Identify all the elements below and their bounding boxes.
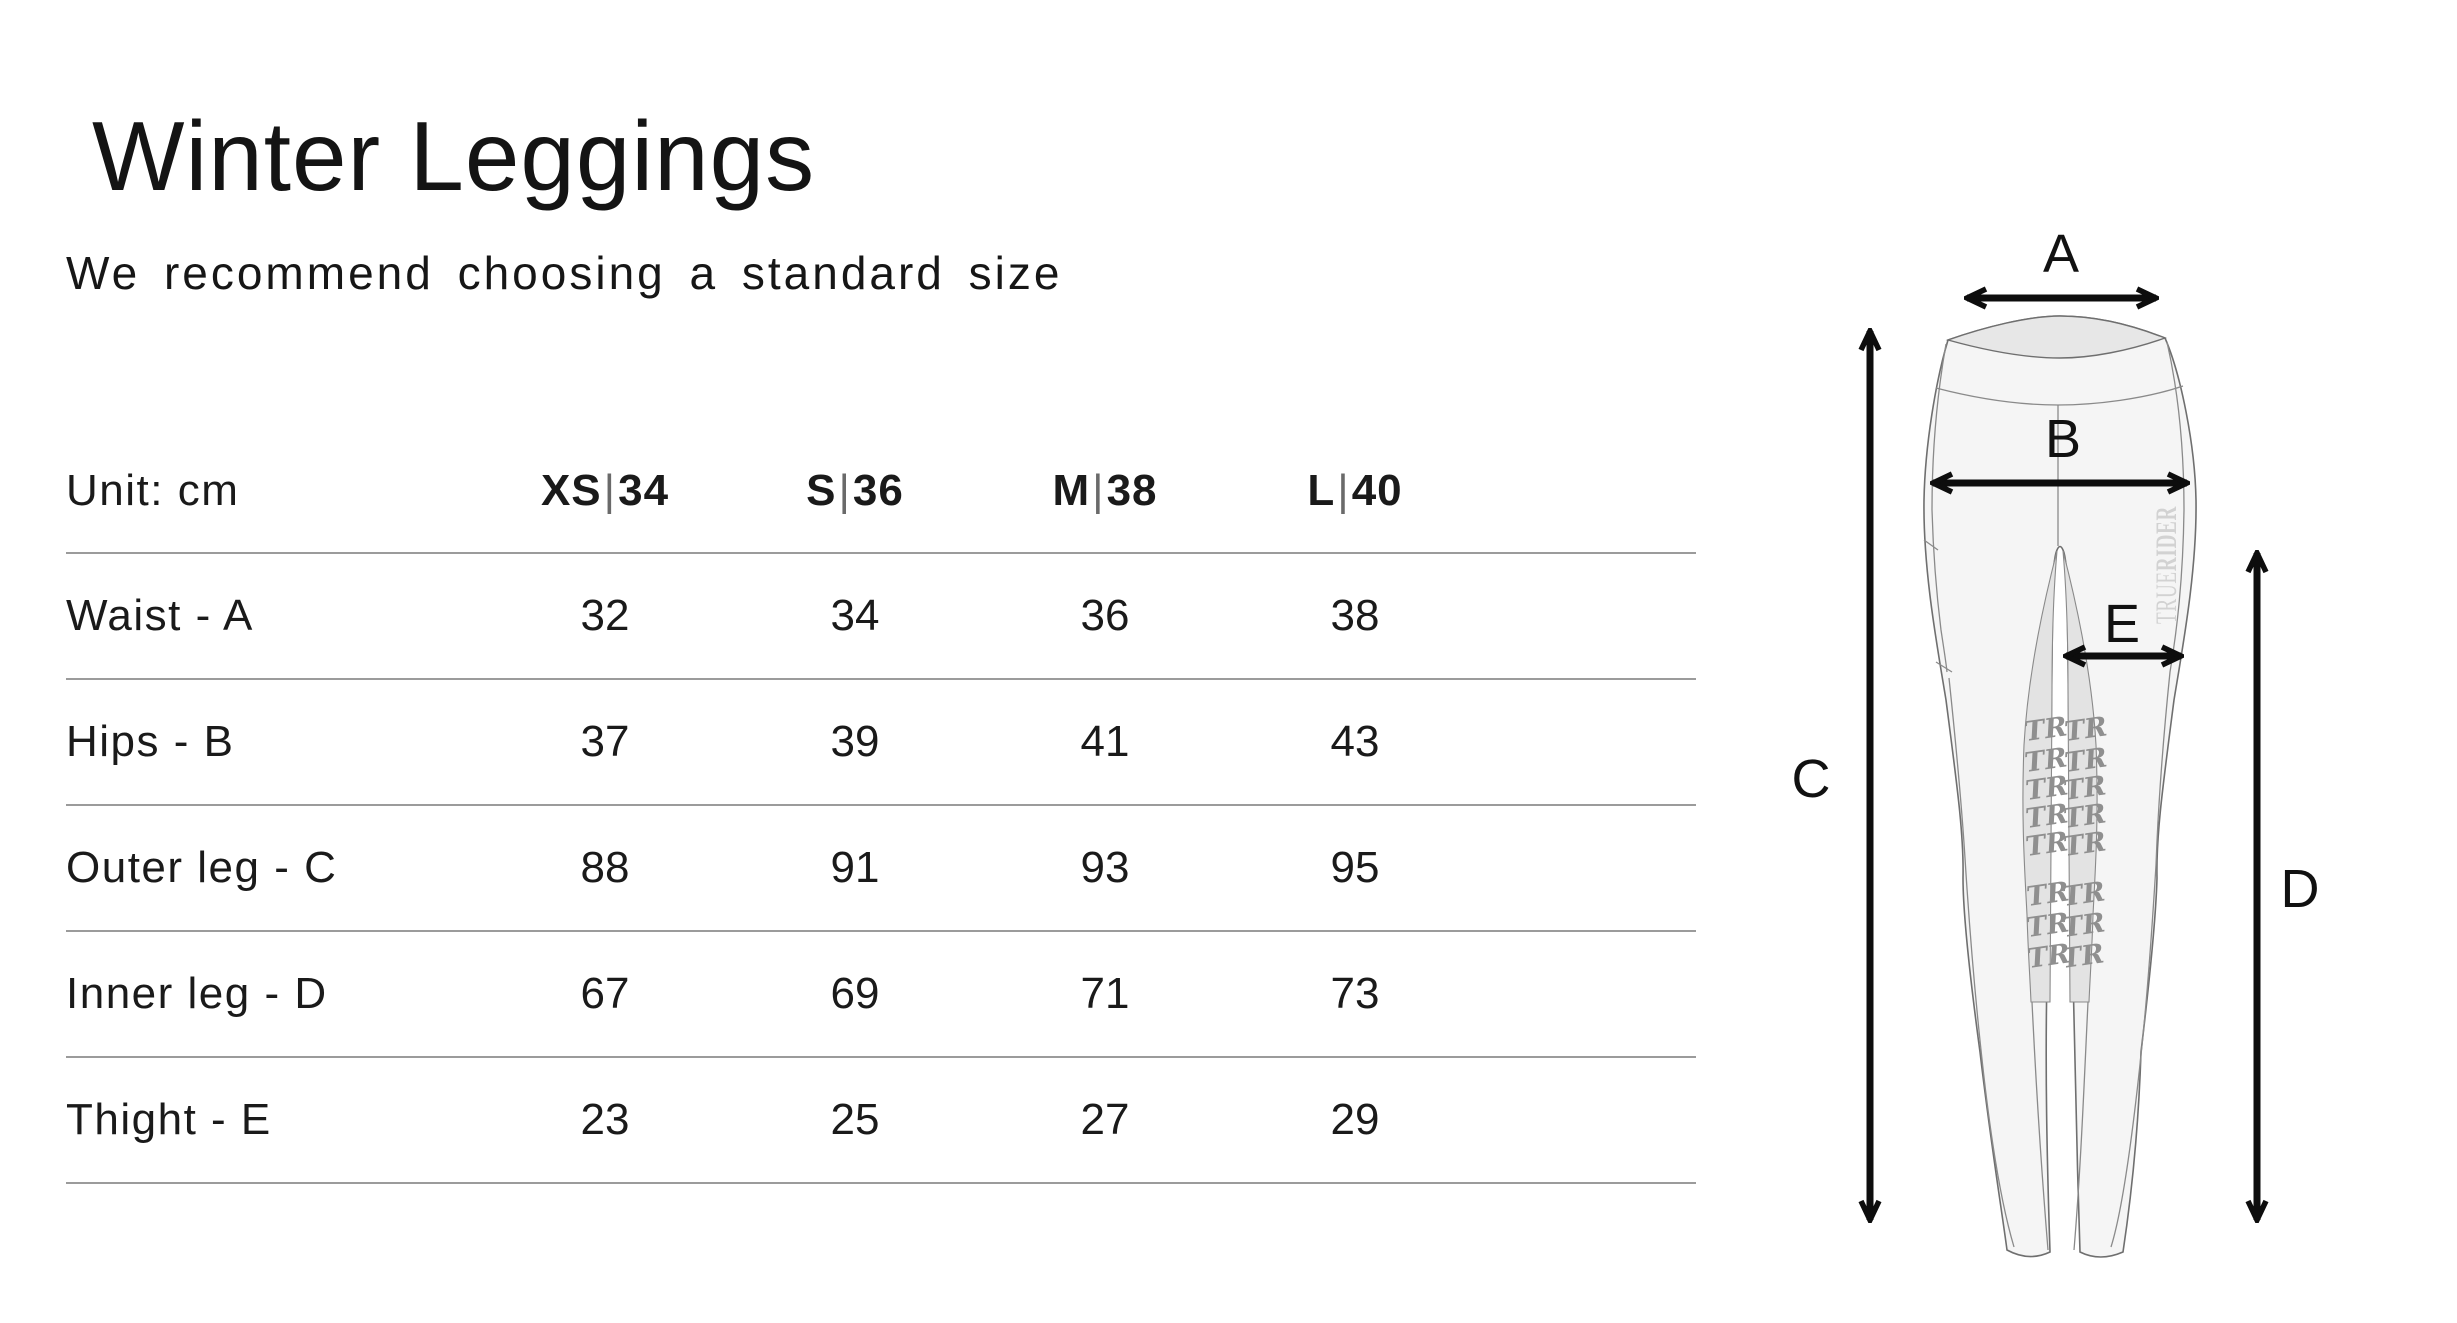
cell-hips-xs: 37	[580, 717, 630, 766]
tr-logo: TR	[2025, 907, 2071, 944]
left-side-seam	[1931, 343, 1948, 673]
cell-thigh-m: 27	[1080, 1095, 1130, 1144]
tr-logo: TR	[2024, 826, 2070, 863]
unit-label: Unit: cm	[66, 466, 240, 515]
tr-logo: TR	[2024, 798, 2070, 835]
dimension-arrow-e: E	[2066, 594, 2181, 656]
cell-waist-l: 38	[1330, 591, 1380, 640]
cell-thigh-xs: 23	[580, 1095, 630, 1144]
tr-logo: TR	[2023, 742, 2069, 779]
pocket-notch-top	[1923, 539, 1939, 551]
table-row-inner-leg: Inner leg - D 67 69 71 73	[66, 932, 1696, 1058]
tr-logo: TR	[2024, 770, 2070, 807]
row-label: Outer leg - C	[66, 843, 338, 892]
cell-outerleg-l: 95	[1330, 843, 1380, 892]
label-e: E	[2104, 594, 2140, 654]
cell-innerleg-s: 69	[830, 969, 880, 1018]
left-inner-seam	[2031, 1001, 2049, 1251]
cell-outerleg-xs: 88	[580, 843, 630, 892]
cell-waist-m: 36	[1080, 591, 1130, 640]
dimension-arrow-a: A	[1967, 224, 2156, 298]
cell-waist-xs: 32	[580, 591, 630, 640]
left-leg-seam	[1948, 677, 2015, 1248]
cell-outerleg-m: 93	[1080, 843, 1130, 892]
page-title: Winter Leggings	[92, 101, 816, 211]
tr-logo: TR	[2061, 907, 2107, 944]
right-inner-seam	[2073, 1001, 2089, 1251]
tr-logo: TR	[2062, 798, 2108, 835]
dimension-arrow-b: B	[1933, 409, 2187, 483]
cell-thigh-l: 29	[1330, 1095, 1380, 1144]
row-label: Waist - A	[66, 591, 254, 640]
page-subtitle: We recommend choosing a standard size	[66, 247, 1063, 299]
left-grip-panel	[2022, 550, 2058, 1003]
size-table: Unit: cm XS|34 S|36 M|38 L|40 Waist - A …	[66, 430, 1696, 1184]
table-row-hips: Hips - B 37 39 41 43	[66, 680, 1696, 806]
column-header-xs34: XS|34	[540, 466, 670, 515]
tr-logo: TR	[2026, 938, 2072, 975]
cell-innerleg-m: 71	[1080, 969, 1130, 1018]
label-b: B	[2045, 409, 2081, 469]
dimension-arrow-c: C	[1792, 331, 1871, 1220]
brand-watermark: TRUERIDER	[2150, 506, 2183, 624]
tr-logo: TR	[2025, 876, 2071, 913]
cell-outerleg-s: 91	[830, 843, 880, 892]
row-label: Thight - E	[66, 1095, 272, 1144]
label-d: D	[2281, 859, 2320, 919]
table-header-row: Unit: cm XS|34 S|36 M|38 L|40	[66, 430, 1696, 554]
cell-hips-l: 43	[1330, 717, 1380, 766]
table-row-thigh: Thight - E 23 25 27 29	[66, 1058, 1696, 1184]
column-header-m38: M|38	[1052, 466, 1158, 515]
cell-innerleg-l: 73	[1330, 969, 1380, 1018]
tr-logo: TR	[2062, 770, 2108, 807]
label-c: C	[1792, 749, 1831, 809]
cell-thigh-s: 25	[830, 1095, 880, 1144]
cell-innerleg-xs: 67	[580, 969, 630, 1018]
tr-logo: TR	[2061, 876, 2107, 913]
column-header-s36: S|36	[806, 466, 904, 515]
tr-logo: TR	[2063, 711, 2109, 748]
tr-logo: TR	[2063, 742, 2109, 779]
column-header-l40: L|40	[1307, 466, 1403, 515]
table-row-waist: Waist - A 32 34 36 38	[66, 554, 1696, 680]
row-label: Inner leg - D	[66, 969, 328, 1018]
pocket-notch-bottom	[1935, 661, 1953, 673]
grip-logo-pattern: TR TR TR TR TR TR TR TR TR TR TR TR TR T…	[2023, 711, 2109, 975]
cell-hips-s: 39	[830, 717, 880, 766]
row-label: Hips - B	[66, 717, 235, 766]
tr-logo: TR	[2060, 938, 2106, 975]
cell-waist-s: 34	[830, 591, 880, 640]
tr-logo: TR	[2023, 711, 2069, 748]
leggings-measurement-diagram: TR TR TR TR TR TR TR TR TR TR TR TR TR T…	[1792, 224, 2320, 1258]
dimension-arrow-d: D	[2257, 553, 2320, 1220]
table-row-outer-leg: Outer leg - C 88 91 93 95	[66, 806, 1696, 932]
tr-logo: TR	[2062, 826, 2108, 863]
cell-hips-m: 41	[1080, 717, 1130, 766]
label-a: A	[2043, 224, 2079, 284]
waist-opening	[1945, 315, 2168, 359]
